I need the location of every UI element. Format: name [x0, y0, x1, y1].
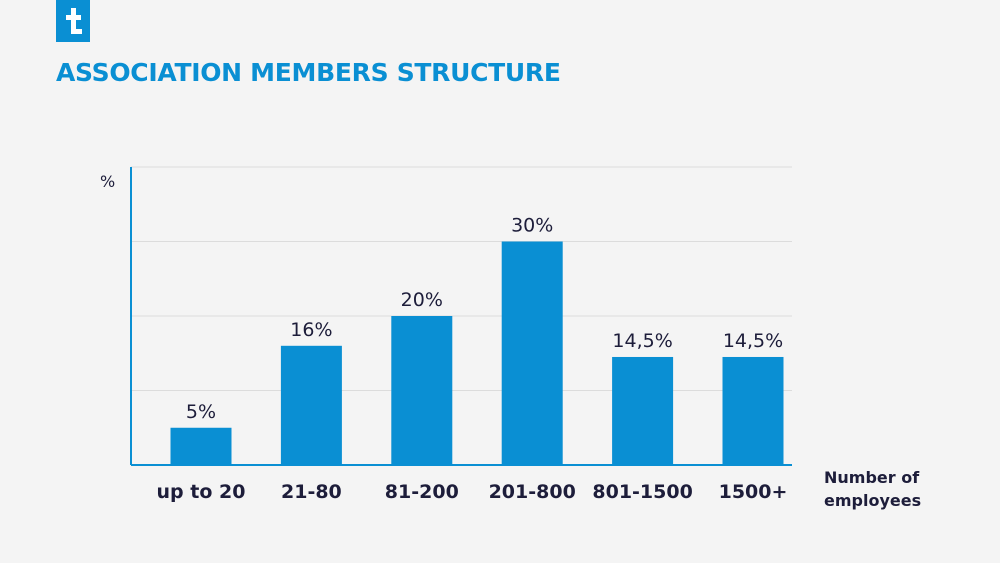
brand-logo-icon [56, 0, 90, 42]
bar [170, 427, 232, 465]
bar [280, 345, 342, 465]
x-axis-label: Number of employees [824, 468, 922, 510]
x-tick-label: 1500+ [719, 481, 788, 503]
data-label: 14,5% [723, 330, 783, 352]
x-tick-label: 801-1500 [592, 481, 692, 503]
x-tick-label: up to 20 [157, 481, 246, 503]
data-label: 30% [511, 215, 553, 237]
bar [501, 241, 563, 465]
y-axis-label: % [100, 172, 116, 191]
x-tick-label: 201-800 [489, 481, 576, 503]
page-title: ASSOCIATION MEMBERS STRUCTURE [56, 58, 561, 87]
data-label: 14,5% [612, 330, 672, 352]
bar [391, 316, 453, 465]
data-label: 5% [186, 401, 216, 423]
x-tick-label: 81-200 [385, 481, 459, 503]
data-label: 20% [401, 289, 443, 311]
bar [722, 356, 784, 465]
bar [612, 356, 674, 465]
x-tick-label: 21-80 [281, 481, 342, 503]
data-label: 16% [290, 319, 332, 341]
